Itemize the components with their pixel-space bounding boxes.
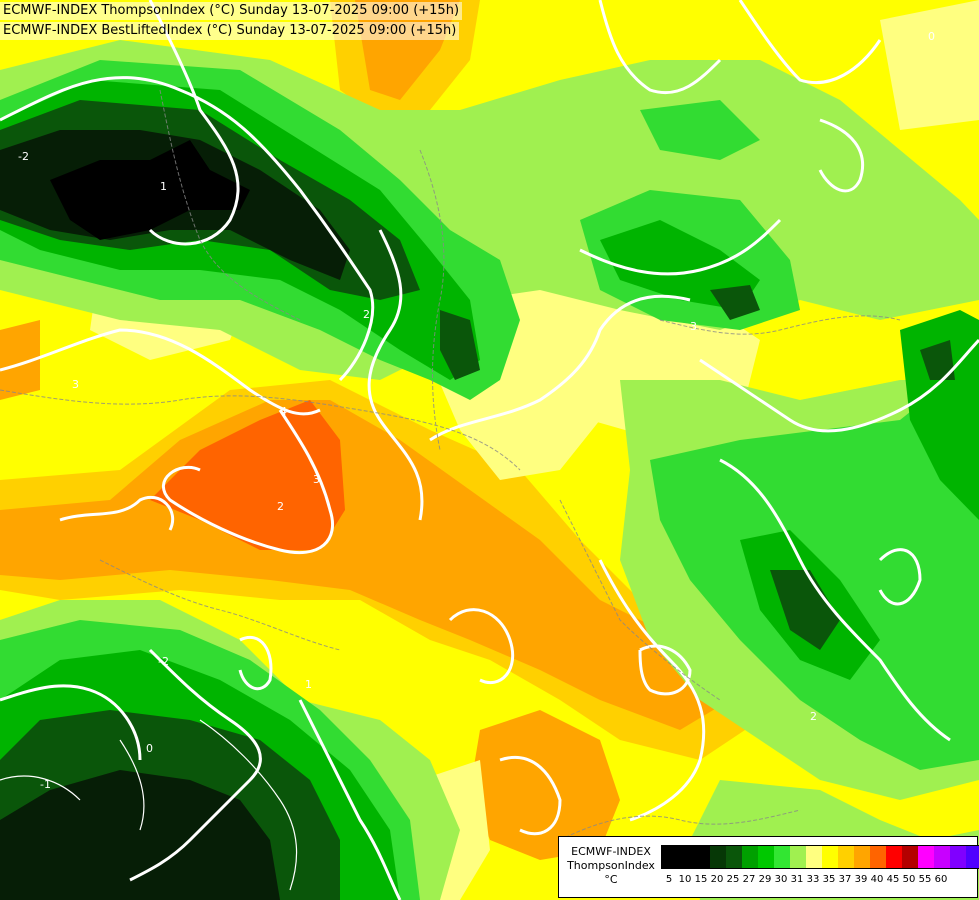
field-very-dark xyxy=(0,130,350,900)
legend-swatch xyxy=(918,846,934,868)
legend-variable: ThompsonIndex xyxy=(567,859,655,872)
legend-unit: °C xyxy=(604,873,618,886)
country-borders xyxy=(0,89,901,841)
legend-swatch xyxy=(886,846,902,868)
legend-swatch xyxy=(774,846,790,868)
contour-label: 3 xyxy=(313,473,320,486)
legend-tick-label: 33 xyxy=(806,874,820,885)
contour-label: 1 xyxy=(305,678,312,691)
legend-swatch xyxy=(838,846,854,868)
legend-swatch xyxy=(710,846,726,868)
legend-swatch xyxy=(662,846,678,868)
legend-tick-label: 35 xyxy=(822,874,836,885)
contour-label: 2 xyxy=(810,710,817,723)
legend-label: ECMWF-INDEX ThompsonIndex °C xyxy=(563,845,659,887)
legend-tick-label: 45 xyxy=(886,874,900,885)
contour-label: 0 xyxy=(146,742,153,755)
legend-tick-label: 25 xyxy=(726,874,740,885)
legend-tick-label: 27 xyxy=(742,874,756,885)
legend-swatch xyxy=(790,846,806,868)
legend-tick-label: 60 xyxy=(934,874,948,885)
legend-swatch xyxy=(822,846,838,868)
map-title-thompson: ECMWF-INDEX ThompsonIndex (°C) Sunday 13… xyxy=(0,2,463,20)
legend-swatch xyxy=(678,846,694,868)
contour-label: 3 xyxy=(690,320,697,333)
legend-tick-label: 50 xyxy=(902,874,916,885)
contour-label: 2 xyxy=(277,500,284,513)
legend-ticks: 5 10 15 20 25 27 29 30 31 33 35 37 39 40 45 50 55 60 xyxy=(661,873,949,887)
legend-swatch xyxy=(870,846,886,868)
legend-tick-label: 30 xyxy=(774,874,788,885)
contour-label: -1 xyxy=(40,778,51,791)
legend-swatch xyxy=(742,846,758,868)
contour-label: 2 xyxy=(363,308,370,321)
legend-tick-label: 20 xyxy=(710,874,724,885)
legend-tick-label: 15 xyxy=(694,874,708,885)
contour-label: -2 xyxy=(158,655,169,668)
color-legend: ECMWF-INDEX ThompsonIndex °C 5 10 15 20 25 27… xyxy=(558,836,979,898)
contour-label: 3 xyxy=(72,378,79,391)
legend-swatch xyxy=(950,846,966,868)
legend-tick-label: 10 xyxy=(678,874,692,885)
legend-swatch xyxy=(934,846,950,868)
legend-swatch xyxy=(966,846,979,868)
contour-labels: 2 3 4 3 2 1 0 -1 -2 -2 3 2 1 0 xyxy=(18,30,935,791)
thin-contours xyxy=(0,719,298,891)
legend-tick-label: 55 xyxy=(918,874,932,885)
legend-tick-label: 29 xyxy=(758,874,772,885)
legend-tick-label: 40 xyxy=(870,874,884,885)
legend-tick-label: 5 xyxy=(665,874,673,885)
legend-swatch xyxy=(806,846,822,868)
contour-label: 0 xyxy=(928,30,935,43)
contour-label: 4 xyxy=(280,405,287,418)
contour-label: -2 xyxy=(18,150,29,163)
legend-swatch xyxy=(758,846,774,868)
legend-swatch xyxy=(694,846,710,868)
legend-tick-label: 39 xyxy=(854,874,868,885)
legend-swatch xyxy=(854,846,870,868)
legend-tick-label: 31 xyxy=(790,874,804,885)
legend-model: ECMWF-INDEX xyxy=(571,845,651,858)
legend-swatch xyxy=(902,846,918,868)
legend-swatch xyxy=(726,846,742,868)
legend-swatches xyxy=(661,845,979,869)
contour-label: 1 xyxy=(160,180,167,193)
map-title-bestlifted: ECMWF-INDEX BestLiftedIndex (°C) Sunday … xyxy=(0,22,460,40)
legend-tick-label: 37 xyxy=(838,874,852,885)
